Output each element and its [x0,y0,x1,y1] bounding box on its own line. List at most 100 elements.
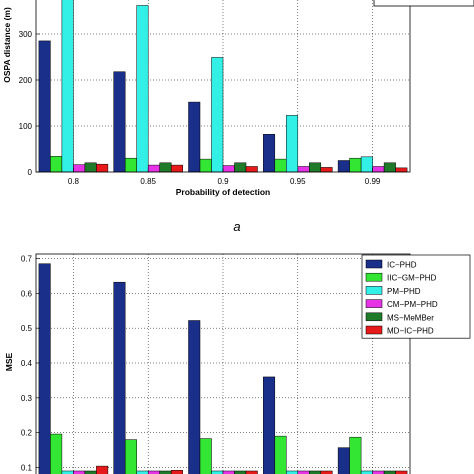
bottom-bar-3 [147,470,160,474]
bottom-bar-5 [96,465,109,474]
top-x-tick-label: 0.8 [68,177,80,186]
bottom-bar-4 [383,470,396,474]
top-bar-iic_gm_phd [50,156,63,173]
top-bar-md_ic_phd [96,163,109,173]
bottom-bar-5 [170,470,183,474]
bottom-bar-2 [360,470,373,474]
top-bar-pm_phd [286,115,299,173]
top-x-tick-label: 0.85 [140,177,156,186]
top-bar-iic_gm_phd [124,157,137,173]
panel-caption-a: a [233,219,240,234]
top-bar-iic_gm_phd [274,158,287,173]
legend-swatch [365,286,383,295]
legend-swatch [365,272,383,282]
top-x-tick-label: 0.95 [290,177,306,186]
bottom-bar-3 [372,470,385,474]
bottom-legend: IC−PHD IIC−GM−PHD PM−PHD CM−PM−PHD MS−MeMBer… [361,254,471,339]
top-y-tick-label: 200 [19,76,33,85]
legend-swatch [365,312,383,322]
bottom-bar-5 [245,470,258,474]
top-bar-pm_phd [61,0,74,173]
bottom-bar-2 [61,470,74,474]
bottom-bar-2 [136,470,149,474]
legend-label: PM−PHD [387,287,421,296]
top-bar-pm_phd [360,156,373,173]
top-bar-pm_phd [211,57,224,173]
top-bar-ic_phd [113,71,126,173]
top-legend-box [373,0,474,7]
top-x-tick-label: 0.9 [217,177,229,186]
bottom-y-tick-label: 0.7 [21,255,33,264]
top-bar-ms_member [383,162,396,173]
bottom-bar-0 [38,263,51,474]
bottom-y-tick-label: 0.5 [21,324,33,333]
chart-bottom-mse: 0.1 0.2 0.3 0.4 0.5 0.6 0.7 MSE IC−PHD IIC−GM−P… [4,253,471,474]
legend-label: IC−PHD [387,261,417,270]
top-bar-ms_member [234,162,247,173]
top-bar-cm_pm_phd [222,165,235,173]
bottom-y-tick-label: 0.1 [21,464,33,473]
top-y-tick-label: 100 [19,122,33,131]
top-plot-frame [35,0,411,173]
bottom-bar-4 [309,470,322,474]
bottom-gridlines [36,254,410,474]
top-bar-md_ic_phd [170,164,183,173]
legend-label: MS−MeMBer [387,313,434,322]
top-bar-cm_pm_phd [372,166,385,173]
top-bar-iic_gm_phd [349,157,362,173]
bottom-bar-1 [274,435,287,474]
top-y-axis-label: OSPA distance (m) [2,7,12,83]
bottom-bar-2 [211,470,224,474]
bottom-bar-1 [50,433,63,474]
bottom-bar-1 [124,439,137,474]
top-bar-md_ic_phd [395,167,408,173]
legend-label: CM−PM−PHD [387,300,438,309]
top-y-tick-label: 300 [19,30,33,39]
legend-swatch [365,299,383,308]
bottom-bar-4 [159,470,172,474]
top-bar-cm_pm_phd [297,166,310,173]
bottom-bar-5 [320,470,333,474]
top-bar-ms_member [84,162,97,173]
bottom-bar-3 [222,470,235,474]
top-x-tick-label: 0.99 [365,177,381,186]
top-bar-ic_phd [263,134,276,173]
bottom-bar-1 [349,436,362,474]
bottom-bars [38,263,408,474]
chart-top-osmap-distance: 01002003004000.80.850.90.950.99 OSPA dis… [2,0,474,197]
bottom-bar-0 [263,376,276,474]
top-bar-ms_member [309,162,322,173]
bottom-bar-3 [297,470,310,474]
legend-label: MD−IC−PHD [387,327,434,336]
bottom-tick-labels: 0.1 0.2 0.3 0.4 0.5 0.6 0.7 [21,255,40,473]
top-bar-cm_pm_phd [147,164,160,173]
legend-box [361,254,471,339]
top-bar-md_ic_phd [245,166,258,173]
bottom-y-tick-label: 0.3 [21,394,33,403]
top-bar-ic_phd [38,40,51,173]
bottom-bar-2 [286,470,299,474]
bottom-bar-4 [84,470,97,474]
bottom-bar-0 [188,320,201,474]
legend-swatch [365,259,383,269]
top-bar-md_ic_phd [320,167,333,173]
top-bar-iic_gm_phd [199,158,212,173]
top-bar-pm_phd [136,5,149,173]
top-x-axis-label: Probability of detection [176,187,270,197]
bottom-bar-5 [395,470,408,474]
bottom-bar-4 [234,470,247,474]
bottom-bar-3 [73,470,86,474]
top-y-tick-label: 0 [28,168,33,177]
bottom-plot-frame [35,253,411,474]
top-bar-cm_pm_phd [73,164,86,173]
bottom-bar-0 [113,281,126,474]
top-tick-labels: 01002003004000.80.850.90.950.99 [19,30,381,186]
bottom-y-tick-label: 0.6 [21,289,33,298]
bottom-y-tick-label: 0.4 [21,359,33,368]
top-bar-ms_member [159,162,172,173]
legend-label: IIC−GM−PHD [387,274,437,283]
bottom-y-tick-label: 0.2 [21,429,33,438]
bottom-bar-0 [337,447,350,474]
legend-swatch [365,325,383,335]
